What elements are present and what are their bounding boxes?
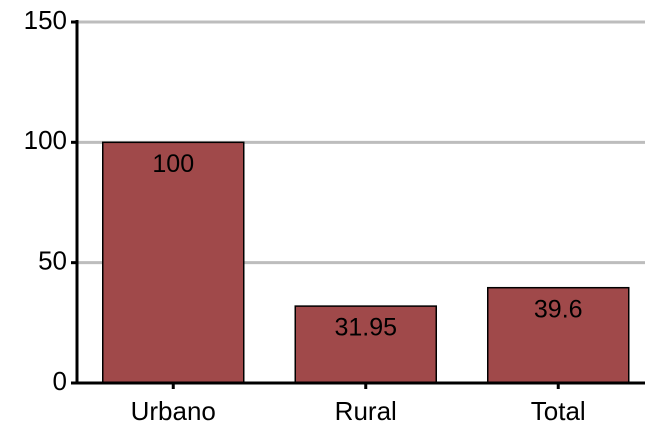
y-tick-label: 0 <box>53 366 67 396</box>
data-label: 100 <box>152 150 194 178</box>
x-tick-label: Total <box>531 396 586 426</box>
y-tick-label: 100 <box>24 125 67 155</box>
bar <box>487 286 630 384</box>
data-label: 39.6 <box>534 295 583 323</box>
x-tick-label: Urbano <box>131 396 216 426</box>
bar <box>102 141 245 384</box>
y-tick-label: 150 <box>24 5 67 35</box>
y-tick-label: 50 <box>38 246 67 276</box>
data-label: 31.95 <box>334 314 397 342</box>
bar <box>294 305 437 384</box>
x-tick-label: Rural <box>335 396 397 426</box>
